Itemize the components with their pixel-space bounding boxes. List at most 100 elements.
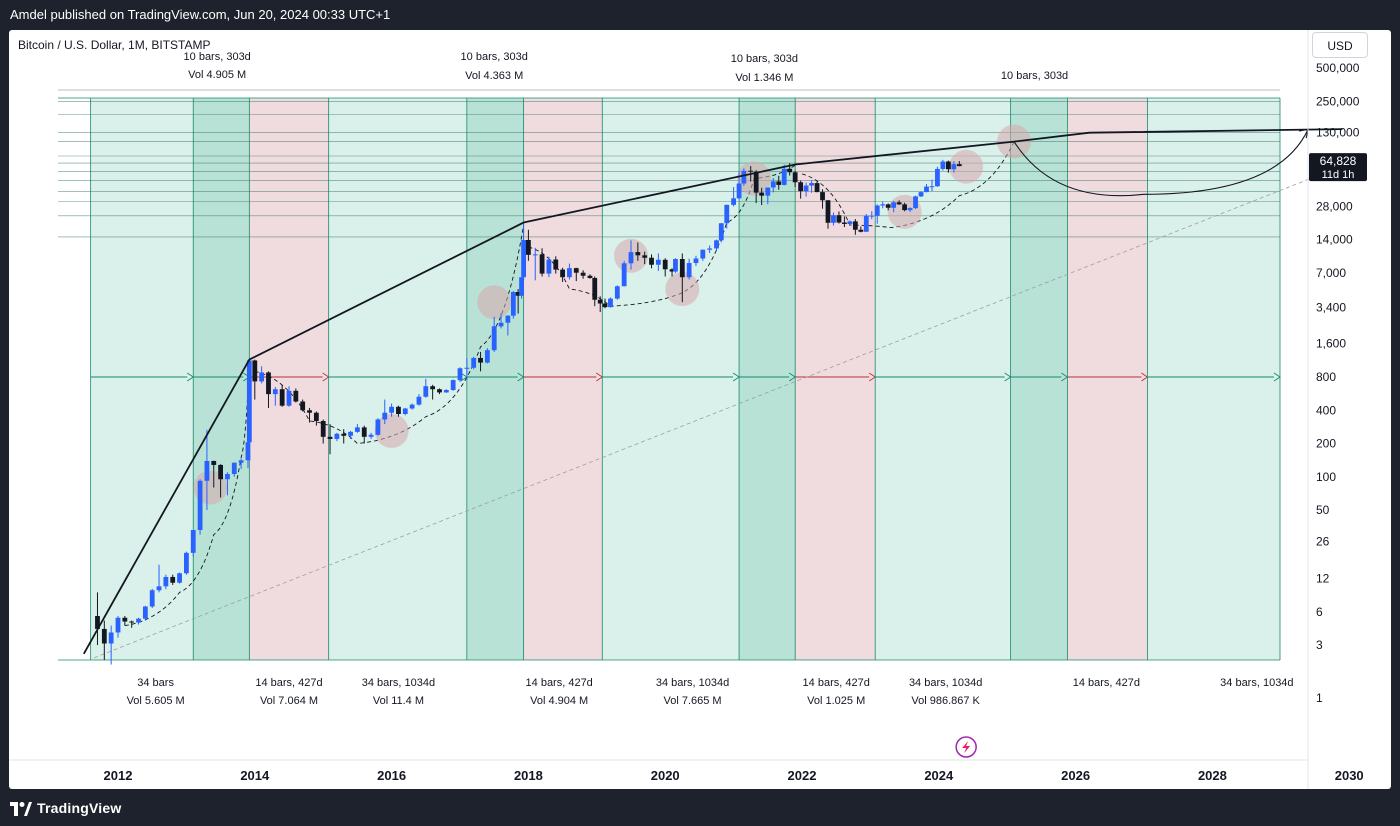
y-tick-label: 6: [1316, 605, 1323, 619]
candle-body: [700, 249, 706, 259]
cycle-zone-accumulation: [875, 98, 1011, 660]
cycle-zone-bear: [523, 98, 603, 660]
candle-body: [929, 186, 935, 188]
candle-body: [913, 196, 918, 209]
candle-body: [498, 322, 504, 327]
candle-body: [300, 401, 306, 411]
candle-body: [724, 204, 730, 224]
candle-body: [798, 182, 804, 192]
y-tick-label: 28,000: [1316, 199, 1353, 213]
candle-body: [218, 464, 223, 480]
candle-body: [907, 208, 913, 211]
chart-frame[interactable]: 10 bars, 303d Vol 4.905 M 10 bars, 303d Vol…: [9, 30, 1391, 789]
candle-body: [471, 357, 477, 368]
cycle-zone-peak: [466, 98, 524, 660]
range-label-bottom-bars: 34 bars: [137, 677, 174, 689]
candle-body: [951, 164, 957, 170]
range-label-top-vol: Vol 4.905 M: [188, 69, 246, 81]
footer: TradingView: [0, 796, 1400, 826]
x-tick-label: 2026: [1061, 768, 1090, 783]
range-label-bottom-bars: 34 bars, 1034d: [1220, 677, 1293, 689]
range-label-bottom-bars: 34 bars, 1034d: [656, 677, 729, 689]
range-label-bottom-vol: Vol 1.025 M: [807, 695, 865, 707]
x-tick-label: 2012: [104, 768, 133, 783]
candle-body: [874, 205, 880, 216]
candle-body: [149, 590, 155, 607]
candle-body: [863, 215, 869, 232]
candle-body: [891, 202, 897, 208]
candle-body: [430, 386, 436, 390]
candle-body: [718, 223, 724, 241]
y-tick-label: 26: [1316, 534, 1330, 548]
candle-body: [776, 181, 782, 185]
y-tick-label: 500,000: [1316, 61, 1360, 75]
flash-icon: [955, 736, 977, 758]
price-chart[interactable]: 10 bars, 303d Vol 4.905 M 10 bars, 303d Vol…: [9, 30, 1391, 789]
candle-body: [836, 215, 842, 223]
candle-body: [341, 433, 347, 436]
candle-body: [567, 268, 572, 278]
candle-body: [869, 215, 875, 217]
currency-button[interactable]: USD: [1312, 32, 1368, 58]
cycle-dashed-curve: [124, 359, 250, 627]
candle-body: [231, 462, 237, 474]
projection-arc: [1013, 128, 1309, 197]
y-tick-label: 50: [1316, 503, 1330, 517]
range-label-bottom-vol: Vol 7.064 M: [260, 695, 318, 707]
candle-body: [409, 404, 415, 409]
highlight-circle: [374, 413, 409, 448]
range-label-bottom-vol: Vol 4.904 M: [530, 695, 588, 707]
y-tick-label: 7,000: [1316, 266, 1346, 280]
candle-body: [553, 259, 559, 270]
candle-body: [765, 187, 771, 196]
candle-body: [580, 272, 586, 276]
candle-body: [597, 299, 603, 304]
candle-body: [521, 239, 527, 278]
candle-body: [885, 204, 891, 208]
y-tick-label: 400: [1316, 403, 1336, 417]
candle-body: [245, 442, 251, 461]
candle-body: [279, 389, 285, 406]
candlesticks: [95, 159, 962, 665]
candle-body: [602, 303, 608, 308]
candle-body: [156, 586, 162, 591]
candle-body: [858, 229, 864, 232]
range-label-bottom-vol: Vol 986.867 K: [911, 695, 980, 707]
candle-body: [814, 183, 820, 193]
publish-info: Amdel published on TradingView.com, Jun …: [10, 7, 391, 22]
candle-body: [526, 239, 531, 255]
y-tick-label: 12: [1316, 572, 1330, 586]
candle-body: [902, 204, 907, 211]
candle-body: [396, 406, 401, 415]
candle-body: [252, 360, 258, 382]
last-price-countdown: 11d 1h: [1322, 169, 1355, 181]
range-label-bottom-vol: Vol 7.665 M: [664, 695, 722, 707]
candle-body: [505, 315, 511, 323]
candle-body: [327, 436, 333, 439]
range-label-bottom-bars: 14 bars, 427d: [526, 677, 593, 689]
candle-body: [614, 286, 620, 299]
candle-body: [416, 396, 422, 405]
candle-body: [781, 168, 787, 185]
x-tick-label: 2014: [240, 768, 270, 783]
candle-body: [464, 367, 470, 369]
range-label-top-bars: 10 bars, 303d: [731, 53, 798, 65]
candle-body: [510, 292, 516, 316]
candle-body: [382, 412, 388, 420]
candle-body: [736, 183, 742, 199]
last-price-value: 64,828: [1320, 154, 1357, 168]
y-tick-label: 1: [1316, 691, 1323, 705]
candle-body: [587, 275, 593, 278]
candle-body: [707, 248, 713, 250]
candle-body: [896, 202, 902, 205]
candle-body: [204, 460, 210, 481]
candle-body: [935, 168, 940, 187]
candle-body: [320, 420, 326, 437]
candle-body: [753, 171, 759, 193]
x-tick-label: 2020: [651, 768, 680, 783]
candle-body: [246, 360, 252, 443]
candle-body: [361, 427, 367, 437]
tradingview-logo-icon: [10, 802, 32, 816]
candle-body: [880, 204, 886, 206]
